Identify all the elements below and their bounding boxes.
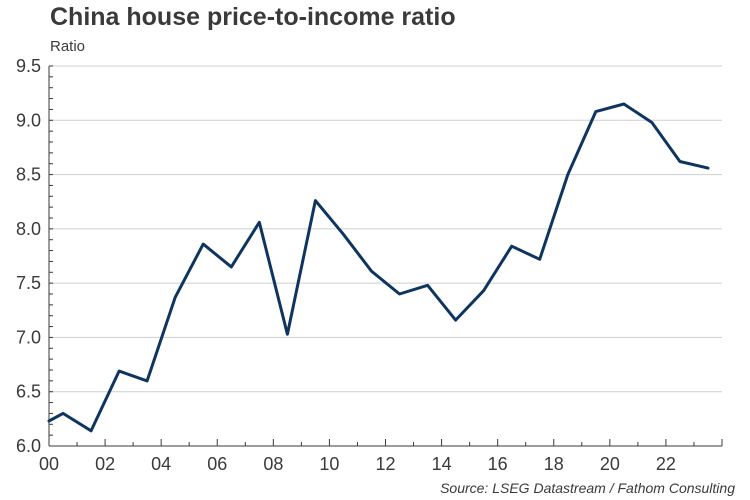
y-tick-label: 6.0	[16, 436, 41, 456]
x-tick-label: 14	[432, 454, 452, 474]
x-tick-label: 04	[151, 454, 171, 474]
x-tick-label: 10	[319, 454, 339, 474]
x-tick-label: 16	[488, 454, 508, 474]
x-tick-label: 02	[95, 454, 115, 474]
y-axis-ticks: 6.0 6.5 7.0 7.5 8.0 8.5 9.0 9.5	[16, 56, 41, 456]
series-line	[49, 104, 708, 431]
y-tick-label: 6.5	[16, 382, 41, 402]
x-tick-label: 20	[600, 454, 620, 474]
x-tick-label: 06	[207, 454, 227, 474]
plot-area	[49, 104, 708, 431]
x-tick-label: 00	[39, 454, 59, 474]
y-tick-label: 9.0	[16, 110, 41, 130]
y-tick-label: 7.5	[16, 273, 41, 293]
y-tick-label: 9.5	[16, 56, 41, 76]
x-axis-ticks: 00 02 04 06 08 10 12 14 16 18 20 22	[39, 454, 676, 474]
y-tick-label: 8.5	[16, 165, 41, 185]
x-tick-label: 18	[544, 454, 564, 474]
x-tick-label: 12	[375, 454, 395, 474]
y-tick-label: 8.0	[16, 219, 41, 239]
gridlines	[49, 66, 722, 392]
x-tick-label: 08	[263, 454, 283, 474]
x-tick-label: 22	[656, 454, 676, 474]
source-note: Source: LSEG Datastream / Fathom Consult…	[440, 480, 735, 496]
y-tick-label: 7.0	[16, 327, 41, 347]
x-axis	[49, 66, 722, 446]
